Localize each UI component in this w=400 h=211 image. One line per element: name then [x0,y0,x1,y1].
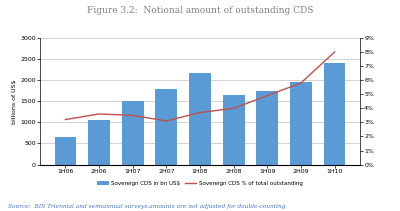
Legend: Sovereign CDS in bn US$, Sovereign CDS % of total outstanding: Sovereign CDS in bn US$, Sovereign CDS %… [95,179,305,188]
Bar [88,120,110,165]
Sovereign CDS % of total outstanding [265,94,270,97]
Bar [122,101,144,165]
Sovereign CDS % of total outstanding [231,107,236,110]
Bar [189,73,211,165]
Sovereign CDS % of total outstanding [164,120,169,122]
Sovereign CDS % of total outstanding [298,82,303,84]
Line: Sovereign CDS % of total outstanding: Sovereign CDS % of total outstanding [66,52,334,121]
Sovereign CDS % of total outstanding [198,111,202,114]
Bar [290,82,312,165]
Y-axis label: billions of US$: billions of US$ [12,79,18,123]
Sovereign CDS % of total outstanding [332,51,337,53]
Bar [324,63,346,165]
Sovereign CDS % of total outstanding [97,113,102,115]
Sovereign CDS % of total outstanding [130,114,135,117]
Sovereign CDS % of total outstanding [63,118,68,121]
Text: Source:  BIS Triennial and semiannual surveys,amounts are not adjusted for doubl: Source: BIS Triennial and semiannual sur… [8,204,286,209]
Bar [54,137,76,165]
Bar [256,91,278,165]
Bar [156,89,177,165]
Text: Figure 3.2:  Notional amount of outstanding CDS: Figure 3.2: Notional amount of outstandi… [87,6,313,15]
Bar [223,95,244,165]
